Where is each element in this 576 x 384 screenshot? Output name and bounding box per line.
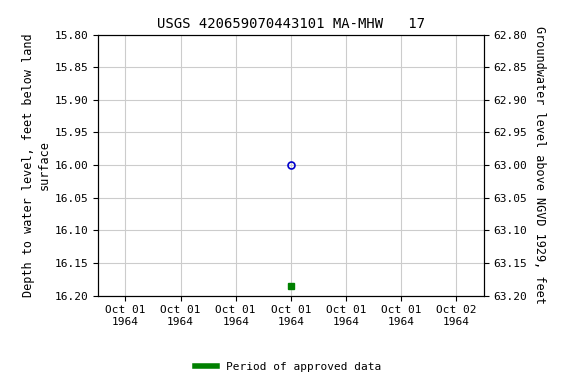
Y-axis label: Depth to water level, feet below land
surface: Depth to water level, feet below land su… bbox=[22, 33, 50, 297]
Y-axis label: Groundwater level above NGVD 1929, feet: Groundwater level above NGVD 1929, feet bbox=[533, 26, 546, 304]
Legend: Period of approved data: Period of approved data bbox=[191, 358, 385, 377]
Title: USGS 420659070443101 MA-MHW   17: USGS 420659070443101 MA-MHW 17 bbox=[157, 17, 425, 31]
